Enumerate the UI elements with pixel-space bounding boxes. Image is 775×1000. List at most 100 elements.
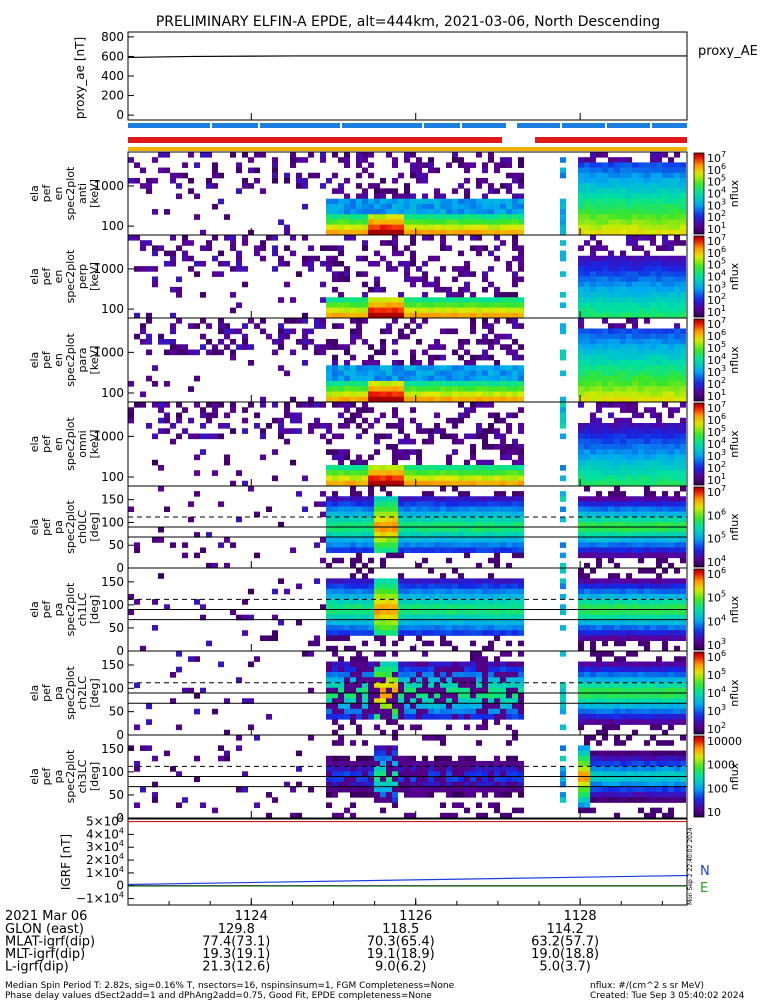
spec-cell [458,516,464,523]
spec-cell [344,402,350,408]
spec-cell [302,475,308,482]
spec-cell [506,609,512,616]
spec-cell [452,370,458,377]
spec-cell [416,527,422,533]
spec-cell [518,396,524,403]
spec-cell [494,527,500,533]
spec-cell [374,609,380,616]
spec-cell [476,203,482,210]
spec-cell [398,307,404,314]
spec-cell [656,619,662,626]
spec-cell [392,542,398,548]
spec-cell [284,245,290,251]
spec-cell [464,209,470,215]
spec-cell [668,588,674,595]
spec-cell [632,625,638,631]
spec-cell [368,286,374,293]
spec-cell [626,240,632,246]
spec-cell [422,640,428,647]
spec-cell [620,276,626,283]
spec-cell [326,708,332,715]
spec-cell [638,297,644,303]
spec-cell [602,521,608,528]
spec-cell [332,245,338,251]
spec-cell [326,771,332,777]
spec-cell [650,157,656,163]
spec-ytick-label: 100 [101,470,124,484]
spec-cell [674,547,680,554]
spec-cell [308,172,314,179]
spec-cell [416,307,422,314]
spec-cell [512,365,518,371]
spec-cell [638,349,644,356]
spec-cell [296,177,302,184]
spec-cell [404,386,410,392]
spec-cell [368,370,374,377]
spec-cell [422,475,428,482]
spec-cell [590,438,596,445]
spec-cell [662,645,668,652]
spec-cell [374,281,380,288]
spec-cell [506,578,512,584]
spec-cell [680,719,686,725]
spec-cell [344,666,350,673]
spec-cell [362,511,368,518]
spec-cell [410,396,416,403]
spec-cell [494,506,500,513]
spec-cell [422,511,428,518]
spec-cell [470,386,476,392]
spec-cell [590,609,596,616]
spec-cell [242,339,248,345]
spec-cell [680,532,686,538]
spec-cell [602,433,608,440]
spec-cell [656,229,662,236]
spec-cell [500,516,506,523]
spec-cell [596,255,602,262]
spec-cell [638,593,644,600]
spec-cell [350,661,356,668]
spec-cell [422,672,428,678]
spec-cell [512,666,518,673]
spec-cell [674,672,680,678]
spec-cell [362,656,368,662]
spec-cell [602,188,608,194]
spec-cell [446,203,452,210]
spec-cell [596,438,602,445]
spec-cell [434,209,440,215]
spec-cell [476,593,482,600]
spec-cell [458,391,464,398]
spec-cell [380,209,386,215]
spec-ytick-label: 50 [109,538,124,552]
spec-cell [584,583,590,590]
spec-cell [512,292,518,298]
spec-cell [518,375,524,382]
spec-cell [668,407,674,413]
spec-cell [392,235,398,241]
spec-cell [680,459,686,466]
spec-cell [494,491,500,497]
spec-cell [440,297,446,303]
spec-cell [194,375,200,382]
spec-cell [482,588,488,595]
spec-cell [650,438,656,445]
spec-cell [680,635,686,642]
spec-cell [470,219,476,226]
spec-cell [632,276,638,283]
spec-cell [386,475,392,482]
spec-cell [152,381,158,387]
spec-cell [614,593,620,600]
spec-cell [374,661,380,668]
spec-cell [602,454,608,461]
spec-cell [578,255,584,262]
spec-cell [458,370,464,377]
spec-cell [446,381,452,387]
spec-cell [626,438,632,445]
spec-cell [362,318,368,324]
spec-cell [482,333,488,340]
spec-cell [644,433,650,440]
spec-cell [596,245,602,251]
spec-cell [476,381,482,387]
spec-cell [680,167,686,174]
spec-cell [518,423,524,429]
spec-cell [638,501,644,507]
